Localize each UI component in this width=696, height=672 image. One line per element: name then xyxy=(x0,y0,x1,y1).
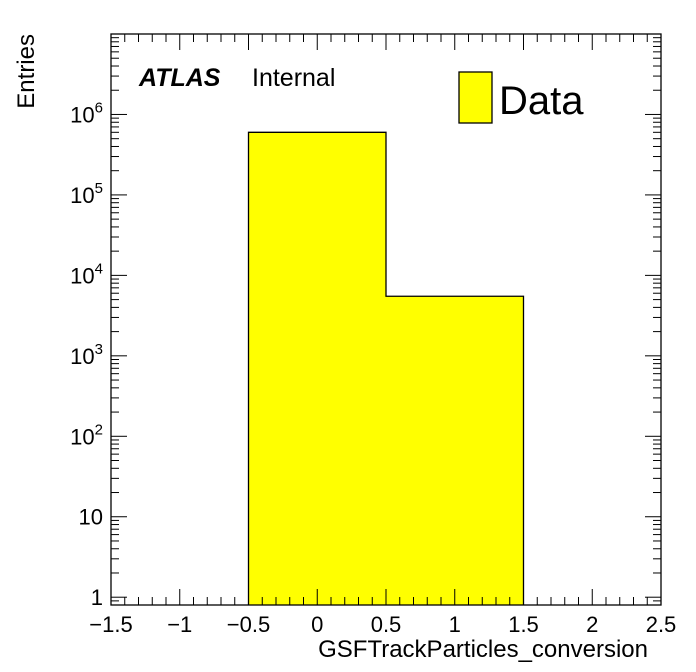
y-tick-label: 10 xyxy=(79,505,103,530)
y-tick-label: 105 xyxy=(70,180,103,208)
y-tick-labels: 1 10 102 103 104 105 106 xyxy=(70,99,103,610)
plot-frame xyxy=(110,33,662,606)
atlas-label: ATLAS xyxy=(138,64,221,92)
y-tick-label: 106 xyxy=(70,99,103,127)
y-tick-label: 102 xyxy=(70,421,103,449)
x-tick-label: 0.5 xyxy=(371,612,402,637)
x-tick-labels: −1.5 −1 −0.5 0 0.5 1 1.5 2 2.5 xyxy=(89,612,676,637)
histogram-bar xyxy=(386,296,524,605)
x-tick-label: −1.5 xyxy=(89,612,132,637)
x-tick-label: −0.5 xyxy=(227,612,270,637)
x-tick-label: 2.5 xyxy=(646,612,677,637)
y-tick-label: 104 xyxy=(70,260,103,288)
axis-ticks xyxy=(110,33,662,606)
x-tick-label: 0 xyxy=(311,612,323,637)
x-tick-label: −1 xyxy=(167,612,192,637)
y-axis-title: Entries xyxy=(13,34,40,109)
x-tick-label: 1 xyxy=(449,612,461,637)
legend-label-data: Data xyxy=(499,79,584,123)
legend-swatch-data xyxy=(458,71,493,124)
x-tick-label: 2 xyxy=(586,612,598,637)
histogram-outline xyxy=(247,131,525,605)
internal-label: Internal xyxy=(252,64,335,92)
y-tick-label: 103 xyxy=(70,341,103,369)
y-tick-label: 1 xyxy=(91,585,103,610)
histogram-bars xyxy=(247,131,525,606)
x-axis-title: GSFTrackParticles_conversion xyxy=(318,636,648,663)
x-tick-label: 1.5 xyxy=(508,612,539,637)
histogram-bar xyxy=(248,132,386,606)
